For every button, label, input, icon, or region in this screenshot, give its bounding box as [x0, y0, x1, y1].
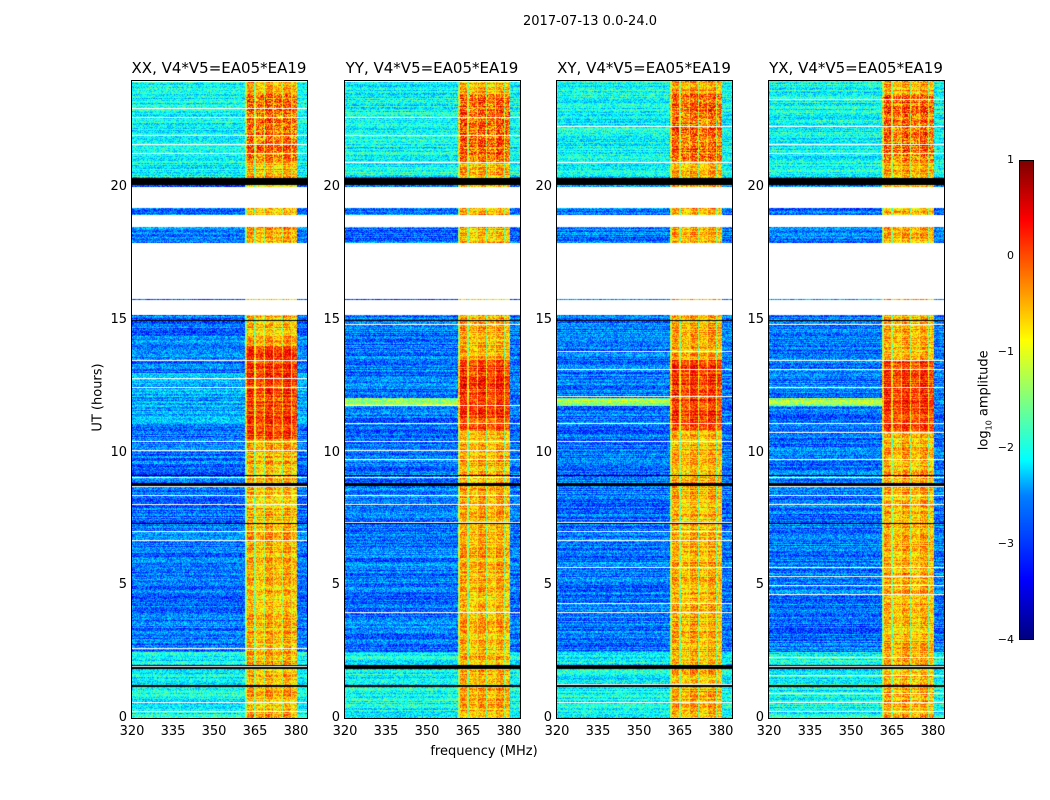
x-tick-label: 380 [920, 724, 946, 739]
y-tick-label: 5 [755, 577, 764, 593]
x-tick-label: 320 [119, 724, 145, 739]
x-tick-label: 380 [283, 724, 309, 739]
y-tick-label: 20 [535, 179, 552, 195]
x-tick-label: 365 [242, 724, 268, 739]
y-tick-label: 0 [543, 710, 552, 725]
x-tick-label: 335 [585, 724, 611, 739]
y-tick-label: 10 [535, 444, 552, 460]
figure-title: 2017-07-13 0.0-24.0 [523, 14, 657, 29]
y-tick-label: 15 [535, 311, 552, 327]
y-tick-label: 5 [118, 577, 127, 593]
heatmap-image [557, 81, 732, 718]
y-tick-label: 5 [543, 577, 552, 593]
colorbar-tick-label: −3 [997, 537, 1014, 550]
x-tick-label: 335 [373, 724, 399, 739]
y-tick-label: 15 [747, 311, 764, 327]
x-tick-label: 320 [332, 724, 358, 739]
y-tick-label: 15 [110, 311, 127, 327]
panel-title: YX, V4*V5=EA05*EA19 [769, 59, 943, 77]
y-tick-label: 20 [323, 179, 340, 195]
colorbar-tick-label: 0 [1007, 249, 1014, 262]
y-tick-label: 10 [323, 444, 340, 460]
heatmap-panel [344, 80, 521, 719]
panel-title: XX, V4*V5=EA05*EA19 [131, 59, 307, 77]
panel-title: YY, V4*V5=EA05*EA19 [345, 59, 519, 77]
y-tick-label: 20 [110, 179, 127, 195]
y-tick-label: 0 [331, 710, 340, 725]
y-tick-label: 20 [747, 179, 764, 195]
x-tick-label: 350 [626, 724, 652, 739]
heatmap-panel [556, 80, 733, 719]
y-tick-label: 15 [323, 311, 340, 327]
heatmap-image [769, 81, 944, 718]
y-axis-label: UT (hours) [90, 363, 106, 432]
y-tick-label: 10 [110, 444, 127, 460]
y-tick-label: 0 [118, 710, 127, 725]
x-tick-label: 320 [756, 724, 782, 739]
colorbar-tick-label: 1 [1007, 153, 1014, 166]
x-tick-label: 365 [455, 724, 481, 739]
colorbar-tick-label: −1 [997, 345, 1014, 358]
heatmap-image [345, 81, 520, 718]
y-tick-label: 10 [747, 444, 764, 460]
colorbar-label: log10 amplitude [976, 350, 994, 451]
x-tick-label: 350 [838, 724, 864, 739]
x-tick-label: 350 [201, 724, 227, 739]
colorbar-tick-label: −2 [997, 441, 1014, 454]
heatmap-panel [131, 80, 308, 719]
colorbar [1019, 160, 1034, 640]
heatmap-image [132, 81, 307, 718]
y-tick-label: 0 [755, 710, 764, 725]
panel-title: XY, V4*V5=EA05*EA19 [557, 59, 731, 77]
x-tick-label: 320 [544, 724, 570, 739]
x-tick-label: 380 [496, 724, 522, 739]
x-axis-label: frequency (MHz) [430, 744, 538, 759]
x-tick-label: 335 [160, 724, 186, 739]
colorbar-tick-label: −4 [997, 633, 1014, 646]
x-tick-label: 380 [708, 724, 734, 739]
x-tick-label: 350 [414, 724, 440, 739]
heatmap-panel [768, 80, 945, 719]
x-tick-label: 365 [879, 724, 905, 739]
y-tick-label: 5 [331, 577, 340, 593]
x-tick-label: 365 [667, 724, 693, 739]
x-tick-label: 335 [797, 724, 823, 739]
